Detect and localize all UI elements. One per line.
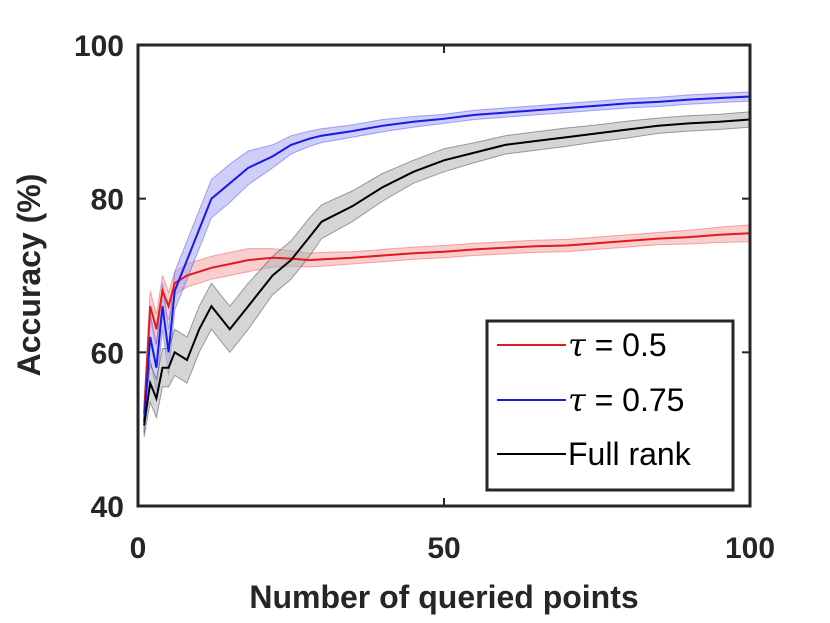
y-tick-label: 80 xyxy=(91,184,124,217)
legend-label-0: τ = 0.5 xyxy=(568,326,667,364)
y-axis-label: Accuracy (%) xyxy=(11,174,47,377)
y-tick-label: 40 xyxy=(91,491,124,524)
line-series-1 xyxy=(143,95,751,422)
line-series-0 xyxy=(143,232,751,414)
legend-box xyxy=(485,319,735,492)
x-tick-label: 50 xyxy=(427,532,460,565)
x-axis-label: Number of queried points xyxy=(249,579,638,615)
legend-label-1: τ = 0.75 xyxy=(568,381,684,419)
axis-tick-labels: 0 50 100 40 60 80 100 xyxy=(74,30,775,565)
x-tick-label: 0 xyxy=(130,532,147,565)
axis-ticks xyxy=(137,44,751,507)
y-tick-label: 100 xyxy=(74,30,124,63)
series-lines xyxy=(143,95,751,426)
legend-label-2: Full rank xyxy=(568,436,692,472)
y-tick-label: 60 xyxy=(91,337,124,370)
line-series-2 xyxy=(143,118,751,426)
x-tick-label: 100 xyxy=(725,532,775,565)
legend: τ = 0.5 τ = 0.75 Full rank xyxy=(485,319,735,492)
